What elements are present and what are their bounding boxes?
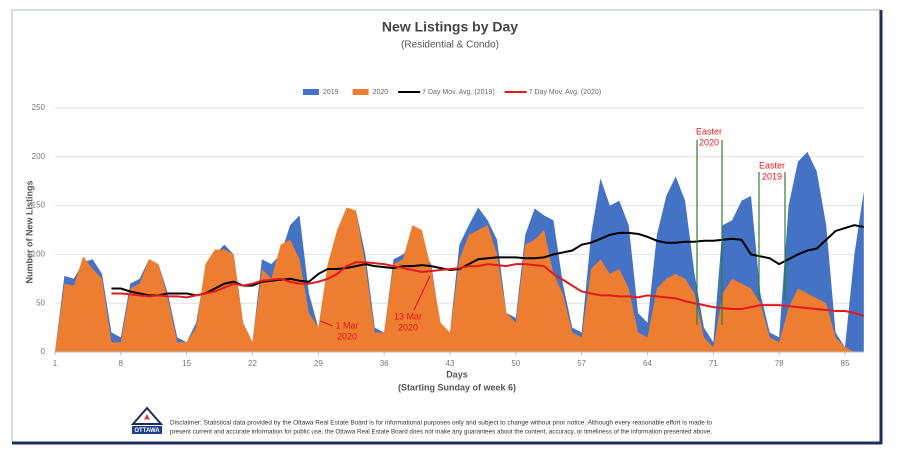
annotation: Easter: [696, 126, 722, 136]
arrow: [319, 320, 334, 327]
x-tick-label: 1: [53, 359, 58, 368]
logo-bar: [132, 426, 162, 434]
y-tick-label: 0: [41, 347, 46, 356]
legend-label: 2020: [373, 89, 389, 96]
area: [55, 207, 864, 352]
y-tick-label: 250: [32, 103, 46, 112]
y-tick-label: 150: [32, 201, 46, 210]
annotation: 13 Mar: [394, 311, 422, 321]
legend-swatch: [303, 89, 319, 95]
logo-text: OTTAWA: [134, 428, 160, 434]
annotation: 2020: [398, 322, 418, 332]
x-tick-label: 57: [577, 359, 586, 368]
disclaimer: Disclaimer: Statistical data provided by…: [170, 420, 713, 427]
legend-label: 7 Day Mov. Avg. (2020): [529, 89, 602, 96]
annotation: Easter: [759, 160, 785, 170]
plot-area: [54, 107, 865, 355]
arrow: [413, 275, 431, 311]
x-tick-label: 29: [314, 359, 323, 368]
x-axis-sublabel: (Starting Sunday of week 6): [398, 382, 516, 392]
x-tick-label: 15: [182, 359, 191, 368]
chart-subtitle: (Residential & Condo): [401, 40, 499, 51]
chart-title: New Listings by Day: [382, 19, 518, 35]
x-tick-label: 50: [511, 359, 520, 368]
x-tick-label: 36: [380, 359, 389, 368]
x-tick-label: 78: [775, 359, 784, 368]
x-axis-label: Days: [446, 369, 468, 379]
x-tick-label: 8: [119, 359, 124, 368]
x-tick-label: 22: [248, 359, 257, 368]
logo-roof: [130, 406, 164, 425]
annotation: 2020: [337, 331, 357, 341]
x-tick-label: 71: [709, 359, 718, 368]
disclaimer: present current and accurate information…: [170, 429, 712, 436]
x-tick-label: 43: [446, 359, 455, 368]
annotation: 1 Mar: [335, 320, 358, 330]
line: [111, 224, 865, 297]
x-tick-label: 64: [643, 359, 652, 368]
x-tick-label: 85: [841, 359, 850, 368]
annotation-lines: [319, 140, 786, 327]
legend-swatch: [352, 89, 369, 95]
logo: OTTAWA: [130, 406, 164, 434]
y-tick-label: 200: [32, 152, 46, 161]
line: [111, 261, 865, 317]
y-tick-label: 50: [36, 298, 45, 307]
y-tick-label: 100: [32, 250, 46, 259]
legend-label: 2019: [323, 89, 339, 96]
legend-label: 7 Day Mov. Avg. (2019): [422, 89, 495, 96]
y-axis-label: Number of New Listings: [24, 180, 34, 283]
logo-leaf: [144, 414, 150, 420]
annotation: 2020: [699, 137, 719, 147]
annotation: 2019: [762, 171, 782, 181]
